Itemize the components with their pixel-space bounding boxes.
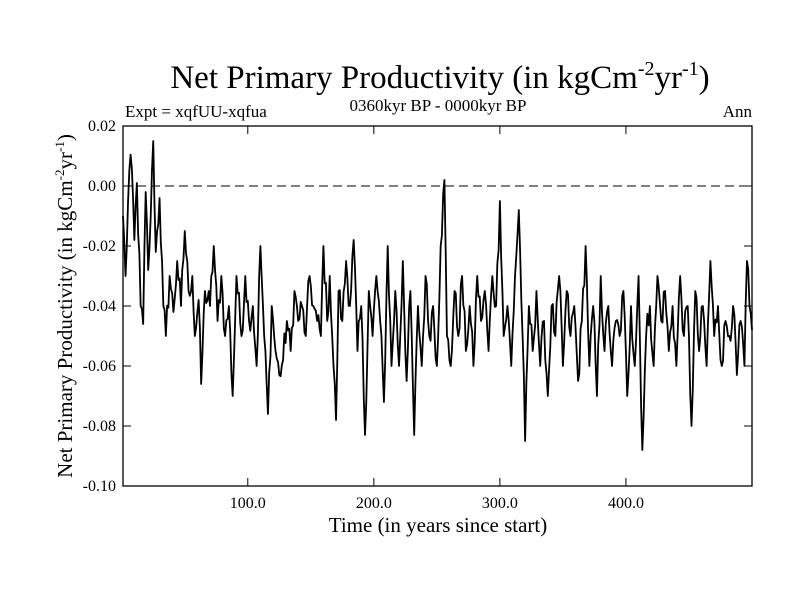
chart-title: Net Primary Productivity (in kgCm-2yr-1) — [170, 58, 709, 96]
y-tick-label: -0.02 — [83, 238, 116, 255]
x-tick-label: 200.0 — [356, 495, 392, 512]
x-tick-label: 400.0 — [608, 495, 644, 512]
npp-series-line — [122, 140, 753, 451]
x-tick-label: 100.0 — [230, 495, 266, 512]
subtitle-right: Ann — [723, 102, 753, 121]
y-tick-label: 0.02 — [88, 118, 116, 135]
x-tick-label: 300.0 — [482, 495, 518, 512]
y-tick-label: -0.04 — [83, 298, 116, 315]
subtitle-center: 0360kyr BP - 0000kyr BP — [350, 96, 527, 115]
y-tick-label: -0.08 — [83, 418, 116, 435]
plot-frame — [122, 125, 753, 487]
subtitle-left: Expt = xqfUU-xqfua — [125, 102, 267, 121]
y-tick-label: -0.06 — [83, 358, 116, 375]
x-axis-label: Time (in years since start) — [329, 513, 548, 537]
y-tick-label: 0.00 — [88, 178, 116, 195]
x-axis-ticks: 100.0 200.0 300.0 400.0 — [230, 126, 644, 512]
y-tick-label: -0.10 — [83, 478, 116, 495]
y-axis-label: Net Primary Productivity (in kgCm-2yr-1) — [52, 134, 77, 478]
